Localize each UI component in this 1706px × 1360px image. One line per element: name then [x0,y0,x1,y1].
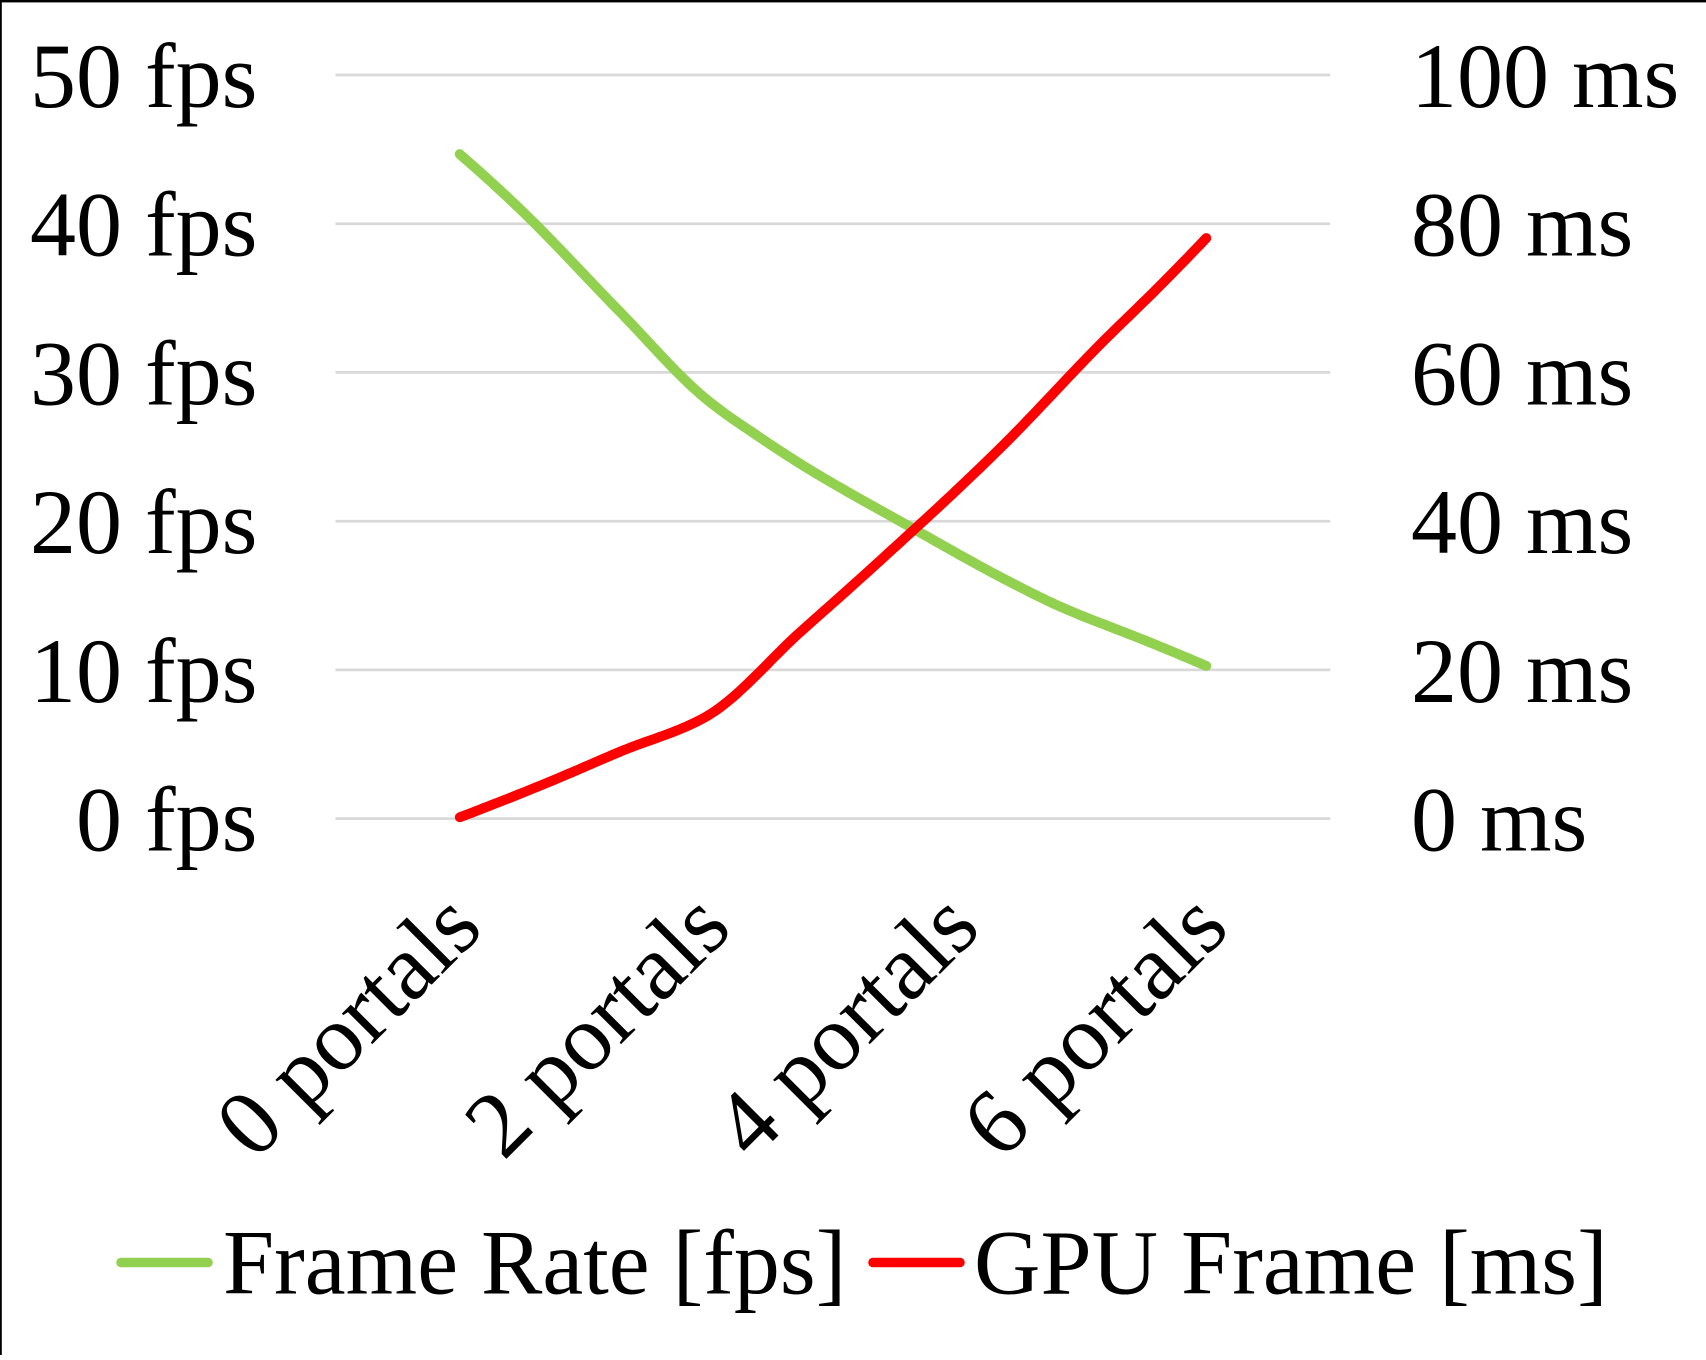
svg-text:20 fps: 20 fps [30,471,257,573]
svg-text:100 ms: 100 ms [1411,25,1679,127]
svg-text:50 fps: 50 fps [30,25,257,127]
svg-text:Frame Rate [fps]: Frame Rate [fps] [223,1211,846,1313]
svg-text:20 ms: 20 ms [1411,620,1633,722]
svg-text:30 fps: 30 fps [30,322,257,424]
svg-text:GPU Frame [ms]: GPU Frame [ms] [974,1211,1608,1313]
svg-text:0 ms: 0 ms [1411,769,1587,871]
svg-text:40 fps: 40 fps [30,174,257,276]
svg-text:10 fps: 10 fps [30,620,257,722]
svg-text:0 fps: 0 fps [76,769,257,871]
svg-text:60 ms: 60 ms [1411,322,1633,424]
svg-text:80 ms: 80 ms [1411,174,1633,276]
svg-text:40 ms: 40 ms [1411,471,1633,573]
